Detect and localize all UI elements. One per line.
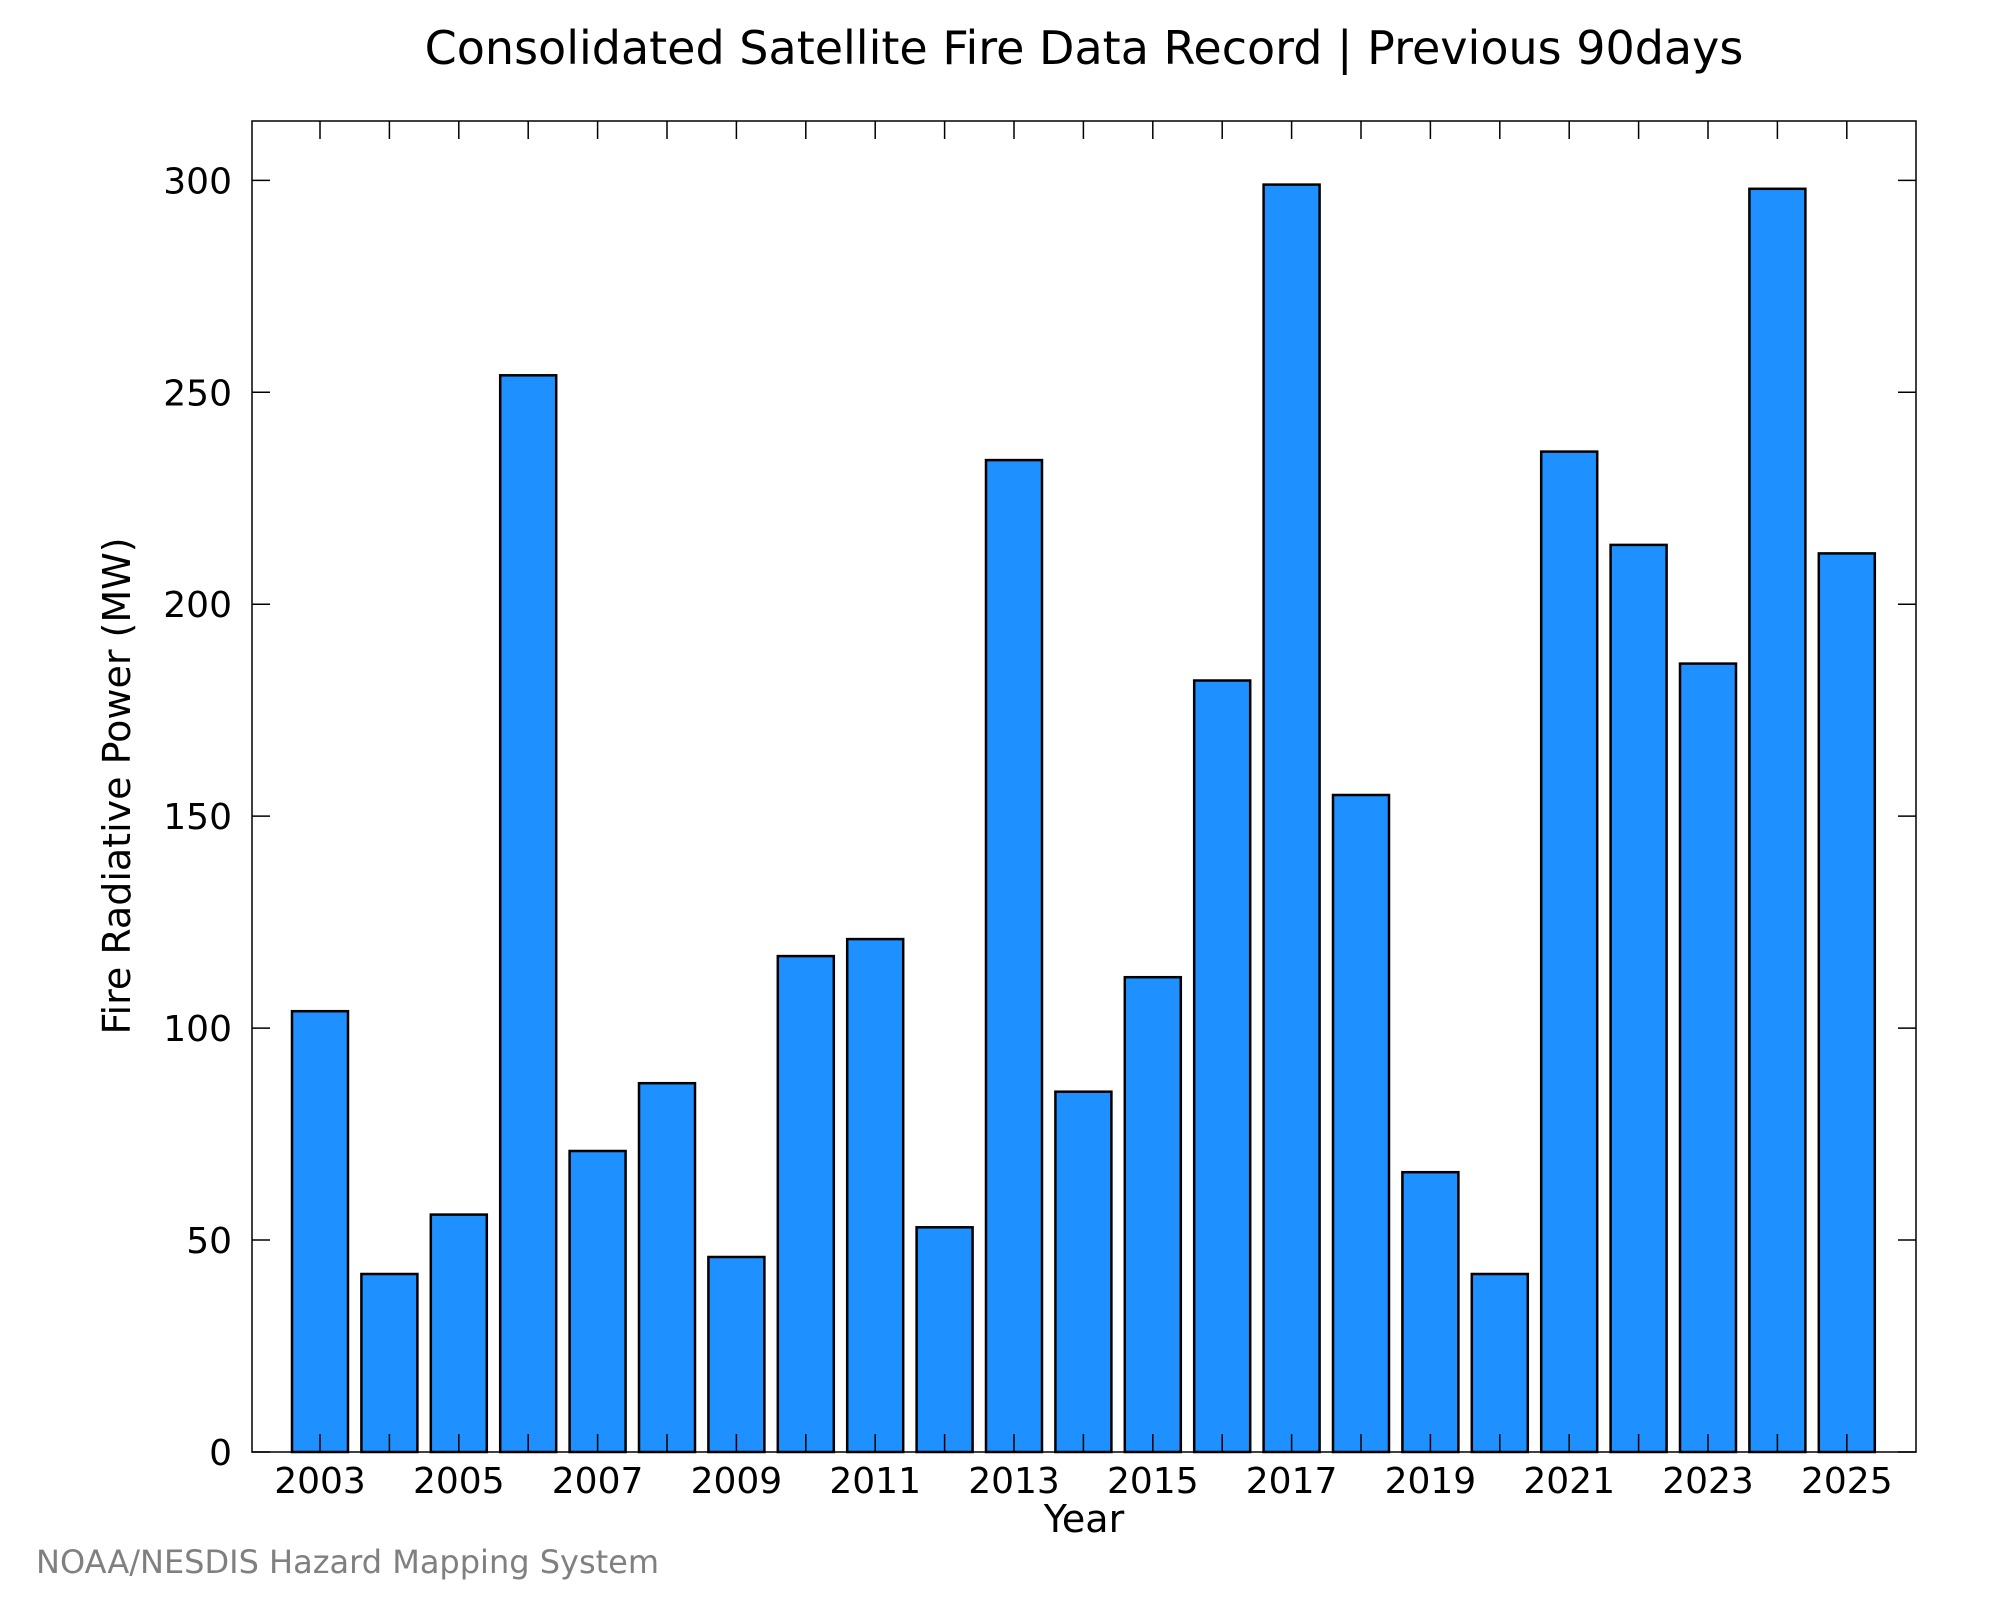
bar-2024 xyxy=(1748,187,1807,1454)
bar-2018 xyxy=(1331,793,1391,1454)
bar-2007 xyxy=(568,1149,627,1454)
x-tick-label: 2021 xyxy=(1523,1461,1615,1502)
x-tick-label: 2005 xyxy=(413,1461,505,1502)
x-tick-label: 2003 xyxy=(274,1461,366,1502)
axis-ticks: 0 50 100 150 200 250 300 2003 2005 2007 2009 2011 20… xyxy=(163,121,1916,1502)
bar-2004 xyxy=(360,1272,419,1454)
y-tick-label: 200 xyxy=(163,585,232,626)
bar-2003 xyxy=(290,1009,350,1454)
bar-2015 xyxy=(1123,975,1183,1454)
y-tick-label: 300 xyxy=(163,161,232,202)
bar-2014 xyxy=(1054,1090,1113,1454)
y-tick-label: 100 xyxy=(163,1009,232,1050)
bar-2020 xyxy=(1470,1272,1530,1454)
bar-2022 xyxy=(1609,543,1668,1454)
bar-2023 xyxy=(1678,662,1738,1454)
x-tick-label: 2011 xyxy=(829,1461,921,1502)
x-tick-label: 2009 xyxy=(691,1461,783,1502)
bar-2021 xyxy=(1539,450,1599,1454)
bar-2012 xyxy=(915,1226,974,1454)
x-tick-label: 2015 xyxy=(1107,1461,1199,1502)
y-axis-label: Fire Radiative Power (MW) xyxy=(95,537,139,1034)
bar-2013 xyxy=(984,458,1044,1454)
y-tick-label: 150 xyxy=(163,797,232,838)
bar-2009 xyxy=(707,1255,766,1454)
x-tick-label: 2023 xyxy=(1662,1461,1754,1502)
bar-2008 xyxy=(637,1081,697,1454)
y-tick-label: 50 xyxy=(186,1221,232,1262)
x-tick-label: 2017 xyxy=(1246,1461,1338,1502)
bar-2017 xyxy=(1262,183,1321,1454)
bar-2010 xyxy=(776,954,836,1454)
bar-2016 xyxy=(1192,679,1252,1454)
x-tick-label: 2025 xyxy=(1801,1461,1893,1502)
bar-2019 xyxy=(1401,1170,1460,1454)
bar-2011 xyxy=(845,937,905,1454)
bar-2025 xyxy=(1817,552,1877,1454)
chart-title: Consolidated Satellite Fire Data Record … xyxy=(425,21,1744,76)
footer-credit: NOAA/NESDIS Hazard Mapping System xyxy=(36,1543,659,1581)
x-tick-label: 2007 xyxy=(552,1461,644,1502)
x-axis-label: Year xyxy=(1043,1497,1125,1541)
bars xyxy=(290,183,1877,1454)
x-tick-label: 2019 xyxy=(1385,1461,1477,1502)
y-tick-label: 250 xyxy=(163,373,232,414)
bar-2006 xyxy=(498,374,558,1454)
x-tick-label: 2013 xyxy=(968,1461,1060,1502)
y-tick-label: 0 xyxy=(209,1433,232,1474)
bar-2005 xyxy=(429,1213,489,1454)
